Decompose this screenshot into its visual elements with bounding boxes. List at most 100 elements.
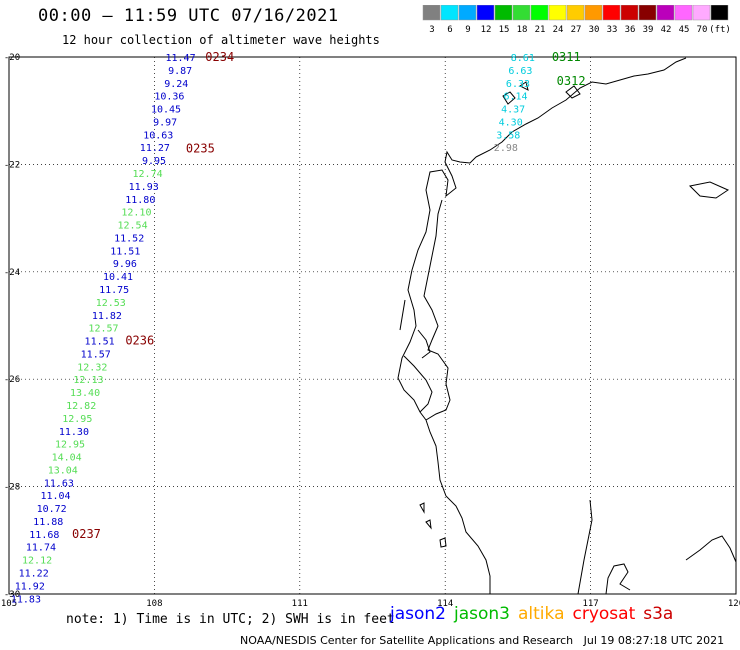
wave-height-label: 12.54 [118,221,148,232]
wave-height-label: 11.88 [33,517,63,528]
wave-height-label: 11.93 [129,182,159,193]
y-tick-label: -24 [4,268,20,278]
wave-height-label: 2.98 [494,143,518,154]
y-tick-label: -20 [4,53,20,63]
map-subtitle: 12 hour collection of altimeter wave hei… [62,33,380,47]
wave-height-label: 12.12 [22,556,52,567]
wave-height-label: 11.68 [29,530,59,541]
legend-label: 24 [553,25,564,35]
legend-label: 6 [447,25,452,35]
y-tick-label: -26 [4,375,20,385]
wave-height-label: 6.14 [503,92,527,103]
wave-height-label: 11.57 [81,349,111,360]
wave-height-label: 9.95 [142,156,166,167]
axis-tick-labels: 105 108 111 114 117 120 -20 -22 -24 -26 -28 -30 [1,53,740,609]
wave-height-label: 12.95 [62,414,92,425]
y-tick-label: -28 [4,483,20,493]
wave-height-label: 8.61 [511,53,535,64]
wave-height-label: 11.63 [44,478,74,489]
legend-label: 9 [465,25,470,35]
legend-swatch [710,5,729,21]
satellite-name: s3a [643,604,674,624]
coastline-southeast [605,535,737,595]
lat-lon-grid [8,56,737,595]
legend-swatch [566,5,585,21]
legend-swatch [530,5,549,21]
legend-label: 42 [661,25,672,35]
wave-height-label: 6.33 [506,79,530,90]
wave-height-label: 11.30 [59,427,89,438]
wave-height-label: 11.04 [40,491,70,502]
x-tick-label: 108 [146,599,162,609]
wave-height-label: 12.10 [121,208,151,219]
wave-height-label: 12.53 [96,298,126,309]
coastline-mainland [397,57,687,595]
wave-height-label: 10.63 [143,130,173,141]
wave-height-label: 14.04 [52,453,82,464]
wave-height-label: 12.74 [133,169,163,180]
legend-label: 45 [679,25,690,35]
wave-height-label: 6.63 [508,66,532,77]
legend-label: 33 [607,25,618,35]
wave-height-label: 9.97 [153,117,177,128]
legend-label: (ft) [709,25,731,35]
legend-label: 70 [697,25,708,35]
legend-label: 30 [589,25,600,35]
y-tick-label: -30 [4,590,20,600]
wave-height-label: 11.52 [114,233,144,244]
time-label: 0236 [125,334,154,348]
satellite-name: altika [518,604,565,624]
x-tick-label: 120 [728,599,740,609]
footer-note: note: 1) Time is in UTC; 2) SWH is in fe… [66,612,395,627]
wave-height-label: 10.45 [151,105,181,116]
wave-height-label: 4.37 [501,105,525,116]
wave-height-label: 13.04 [48,465,78,476]
wave-height-label: 11.82 [92,311,122,322]
wave-height-label: 12.13 [73,375,103,386]
wave-height-label: 11.22 [19,569,49,580]
legend-swatch [494,5,513,21]
wave-height-label: 9.87 [168,66,192,77]
legend-swatch [422,5,441,21]
time-label: 0235 [186,141,215,155]
x-tick-label: 114 [437,599,453,609]
satellite-name: jason2 [390,604,446,624]
wave-height-label: 12.82 [66,401,96,412]
legend-label: 36 [625,25,636,35]
wave-height-label: 13.40 [70,388,100,399]
legend-label: 15 [499,25,510,35]
wave-height-label: 11.75 [99,285,129,296]
color-scale-legend: 3 6 9 12 15 18 21 24 27 30 33 36 39 42 45 70 (ft) [422,5,731,35]
wave-height-label: 4.30 [499,117,523,128]
wave-height-label: 11.92 [15,581,45,592]
wave-height-label: 11.51 [110,246,140,257]
satellite-name: cryosat [572,604,636,624]
wave-height-label: 11.74 [26,543,56,554]
legend-label: 12 [481,25,492,35]
satellite-name: jason3 [454,604,510,624]
x-tick-label: 105 [1,599,17,609]
wave-height-label: 10.41 [103,272,133,283]
wave-height-label: 12.32 [77,362,107,373]
coastline-shark-bay [399,299,433,413]
time-label: 0311 [552,50,581,64]
wave-height-label: 11.27 [140,143,170,154]
coastline [397,57,737,595]
wave-height-label: 11.51 [85,337,115,348]
footer-credit: NOAA/NESDIS Center for Satellite Applica… [240,634,725,647]
coastline-islands [419,81,730,548]
x-tick-label: 111 [292,599,308,609]
time-label: 0237 [72,527,101,541]
legend-swatch [638,5,657,21]
wave-height-label: 11.47 [165,53,195,64]
wave-height-label: 11.83 [11,594,41,605]
wave-height-label: 9.24 [164,79,188,90]
legend-swatch [674,5,693,21]
legend-swatch [692,5,711,21]
time-label: 0312 [557,74,586,88]
x-tick-label: 117 [582,599,598,609]
wave-height-label: 10.36 [154,92,184,103]
wave-height-label: 10.72 [37,504,67,515]
legend-swatch [584,5,603,21]
legend-swatch [620,5,639,21]
